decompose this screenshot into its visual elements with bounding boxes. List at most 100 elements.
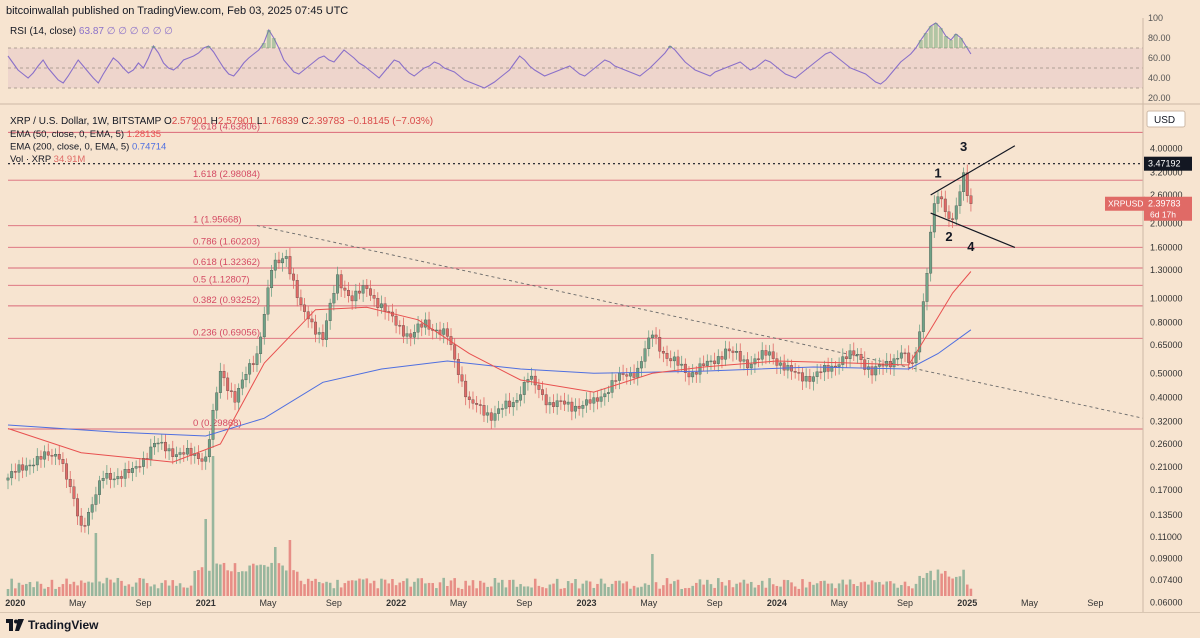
fib-level-label: 0.618 (1.32362)	[193, 257, 260, 268]
volume-bar	[142, 578, 145, 596]
candle-body	[500, 408, 504, 410]
candle-body	[544, 394, 548, 406]
volume-bar	[25, 583, 28, 596]
volume-bar	[643, 583, 647, 596]
volume-bar	[314, 578, 317, 596]
volume-bar	[691, 585, 694, 596]
volume-bar	[519, 584, 522, 596]
volume-bar	[929, 570, 932, 596]
volume-bar	[10, 578, 13, 596]
volume-bar	[112, 582, 116, 596]
volume-bar	[98, 581, 101, 596]
candle-body	[812, 376, 815, 382]
volume-bar	[160, 582, 164, 596]
price-axis-tick-label: 0.40000	[1150, 392, 1183, 402]
candle-body	[17, 464, 21, 473]
volume-bar	[607, 587, 610, 596]
volume-bar	[555, 578, 559, 596]
volume-bar	[621, 583, 625, 596]
volume-bar	[189, 585, 193, 596]
volume-bar	[790, 582, 793, 596]
volume-bar	[702, 584, 705, 596]
volume-bar	[940, 573, 943, 596]
ohlc-key: H	[211, 116, 218, 127]
candle-body	[628, 372, 632, 377]
volume-bar	[684, 588, 687, 596]
volume-bar	[709, 584, 713, 596]
volume-bar	[164, 580, 167, 596]
candle-body	[555, 400, 559, 407]
volume-bar	[486, 586, 489, 596]
volume-bar	[889, 581, 892, 596]
volume-bar	[885, 581, 888, 596]
candle-body	[658, 337, 662, 352]
volume-bar	[727, 580, 731, 596]
candle-body	[24, 465, 28, 471]
volume-bar	[479, 580, 482, 596]
volume-bar	[336, 579, 339, 596]
volume-bar	[969, 588, 973, 596]
volume-bar	[482, 582, 486, 596]
volume-bar	[211, 456, 215, 596]
candle-body	[493, 413, 497, 421]
candle-body	[131, 468, 134, 473]
volume-bar	[343, 583, 347, 596]
candle-body	[599, 396, 603, 402]
volume-bar	[237, 572, 240, 596]
candle-body	[577, 405, 581, 409]
ohlc-key: L	[257, 116, 263, 127]
candle-body	[350, 295, 354, 302]
volume-bar	[530, 587, 533, 596]
volume-bar	[863, 581, 867, 596]
volume-bar	[632, 585, 636, 596]
candle-body	[691, 372, 695, 378]
axes: 10080.0060.0040.0020.005.000004.000003.2…	[0, 13, 1200, 612]
time-axis-label: 2022	[386, 598, 406, 608]
volume-bar	[32, 587, 35, 596]
candle-body	[262, 314, 266, 338]
volume-bar	[54, 588, 57, 596]
volume-bar	[365, 578, 369, 596]
volume-bar	[695, 582, 698, 596]
volume-bar	[347, 580, 350, 596]
candle-body	[21, 464, 25, 471]
candle-body	[211, 410, 215, 440]
volume-bar	[127, 584, 131, 596]
volume-bar	[68, 584, 72, 596]
volume-bar	[101, 583, 105, 596]
volume-bar	[153, 584, 156, 596]
candle-body	[332, 293, 336, 304]
volume-bar	[746, 583, 749, 596]
volume-bar	[574, 579, 577, 596]
rsi-axis-tick-label: 40.00	[1148, 73, 1171, 83]
candle-body	[650, 334, 654, 339]
candle-body	[596, 397, 599, 402]
candle-body	[142, 458, 145, 467]
volume-bar	[197, 570, 200, 596]
rsi-pane	[7, 22, 1143, 89]
price-pane[interactable]: 2.618 (4.63806) 1.618 (2.98084) 1 (1.95668…	[6, 121, 1144, 535]
volume-bar	[376, 588, 380, 596]
candle-body	[127, 469, 131, 473]
rsi-legend: RSI (14, close) 63.87 ∅ ∅ ∅ ∅ ∅ ∅	[10, 26, 173, 37]
candle-body	[50, 455, 54, 457]
volume-bar	[123, 585, 127, 596]
candle-body	[727, 348, 731, 352]
candle-body	[852, 350, 856, 356]
volume-bar	[361, 579, 365, 596]
time-axis-label: Sep	[326, 598, 342, 608]
time-axis-label: May	[640, 598, 658, 608]
ohlc-key: C	[301, 116, 308, 127]
candle-body	[694, 372, 698, 375]
volume-bar	[577, 588, 581, 596]
volume-bar	[782, 579, 786, 596]
candle-body	[266, 287, 270, 315]
candle-body	[808, 376, 812, 382]
candle-body	[405, 333, 409, 337]
volume-bar	[801, 579, 804, 596]
candle-body	[196, 453, 200, 459]
candle-body	[896, 358, 900, 360]
volume-bar	[292, 570, 295, 596]
candle-body	[760, 350, 764, 360]
